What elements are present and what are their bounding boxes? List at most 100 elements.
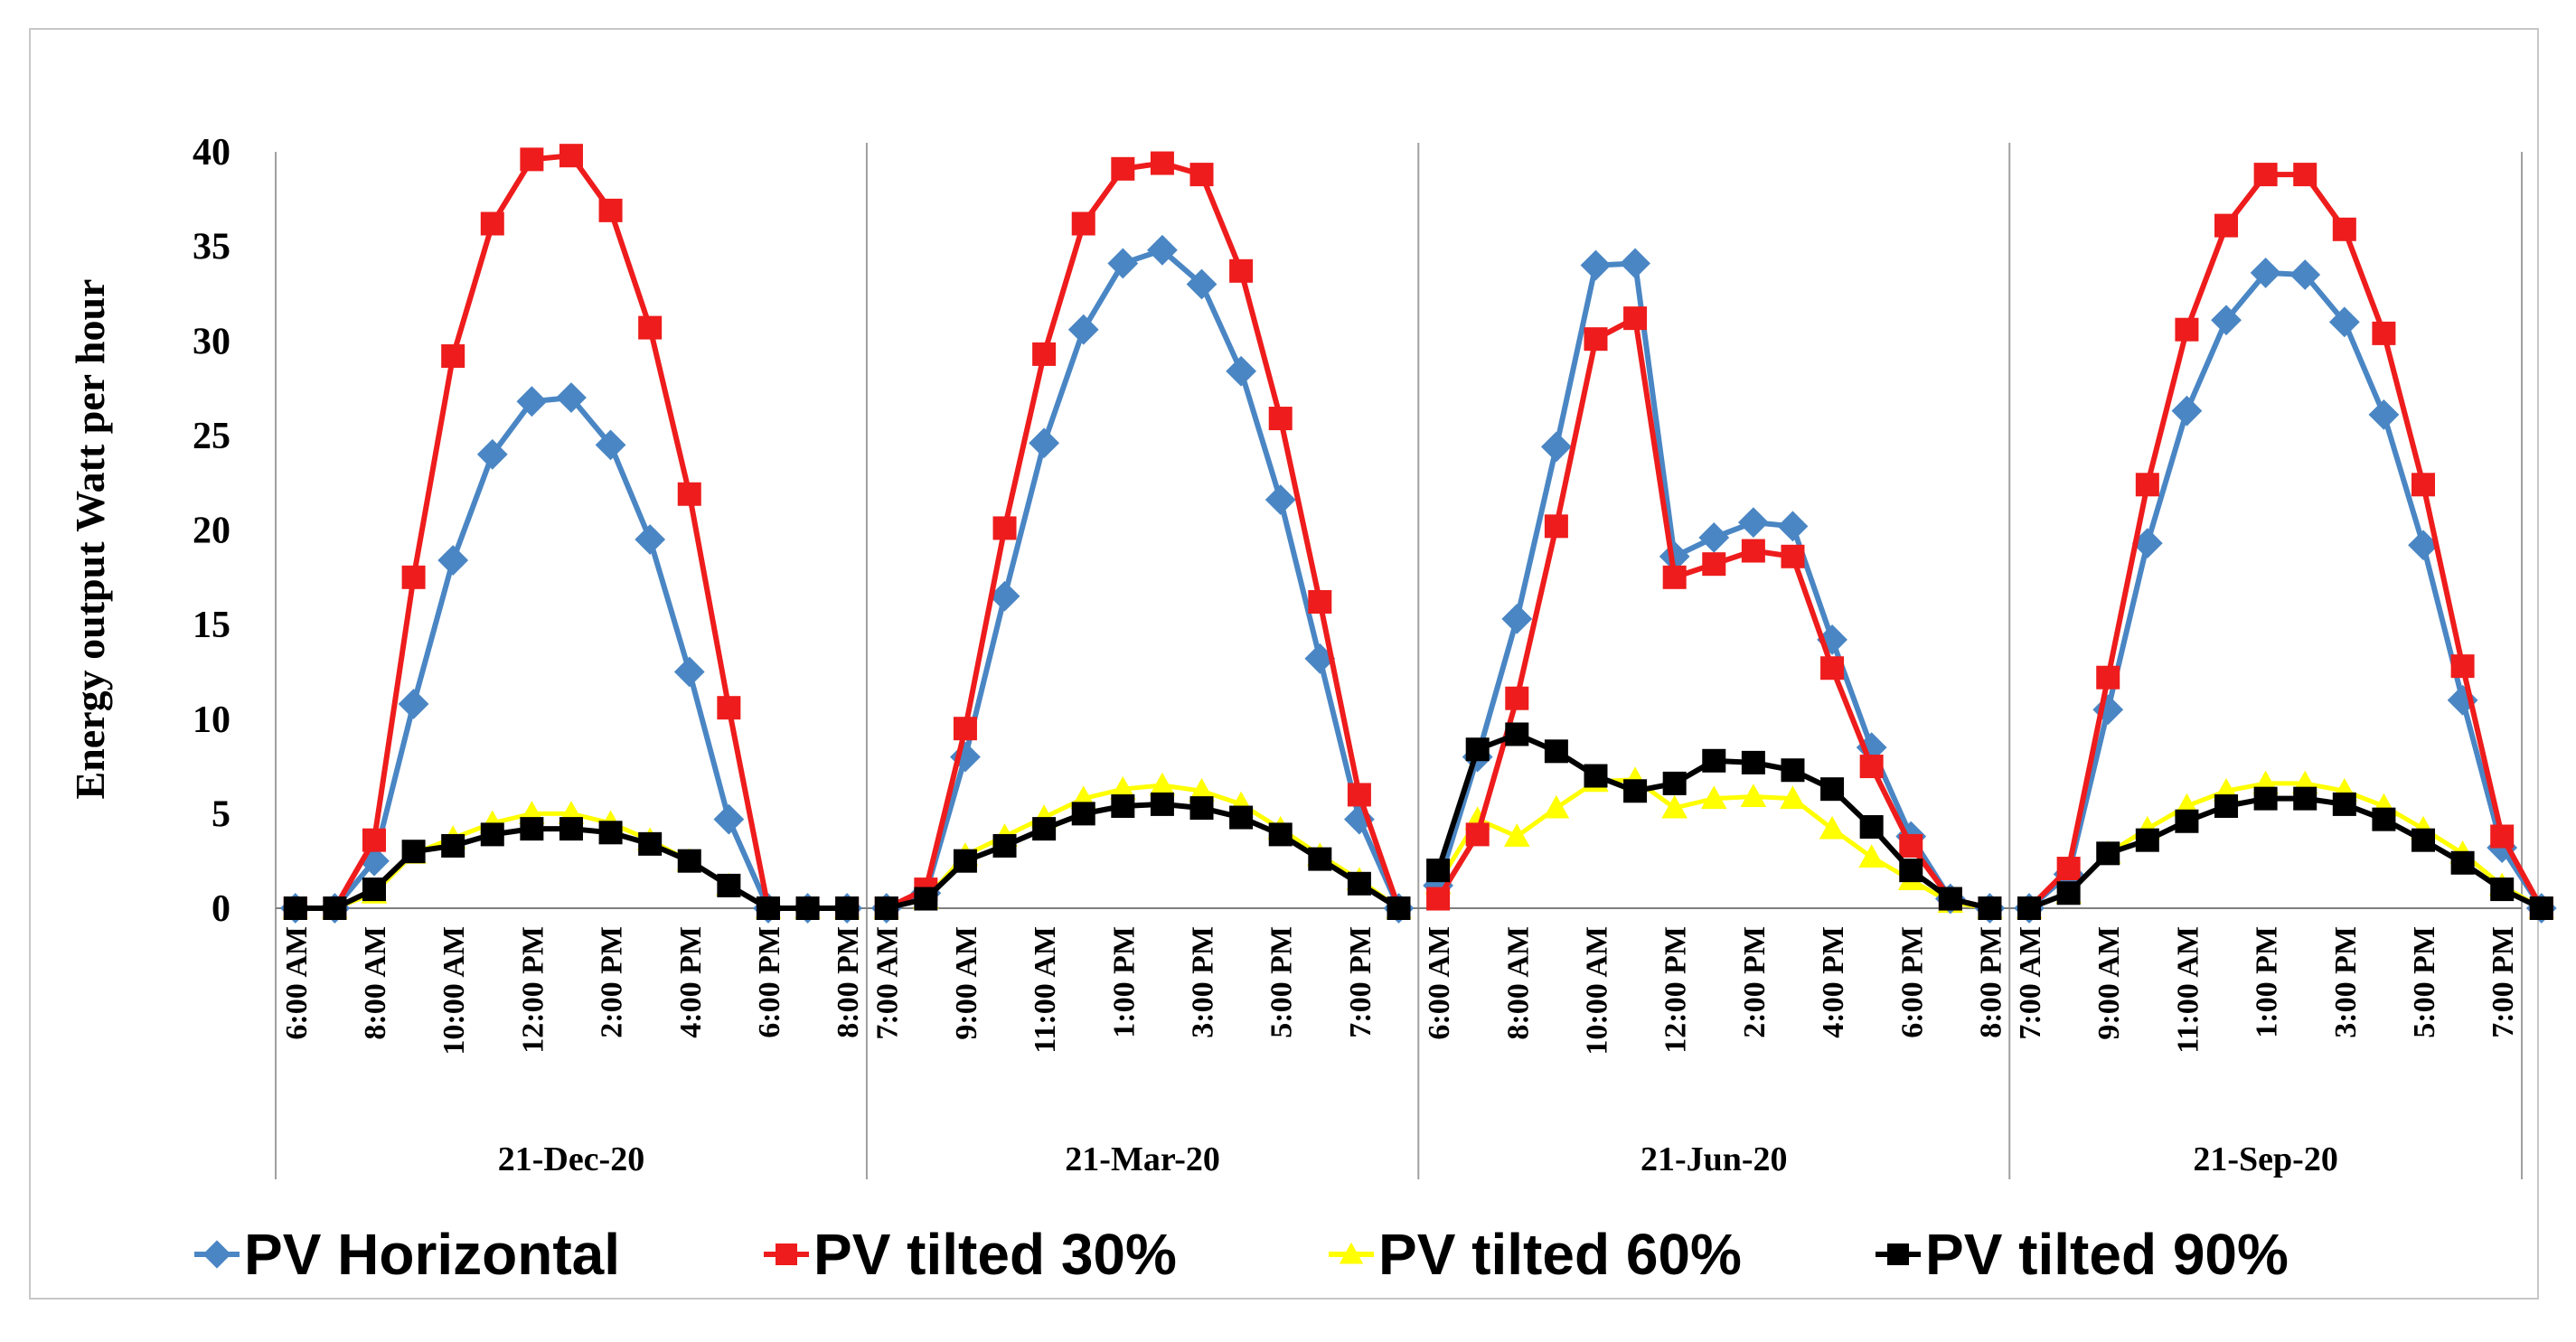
data-point-pv-tilted-30 (1820, 656, 1845, 680)
data-point-pv-tilted-90 (953, 849, 977, 873)
data-point-pv-tilted-90 (1032, 817, 1057, 841)
data-point-pv-tilted-30 (1268, 407, 1293, 431)
legend-marker-pv-tilted-60 (1339, 1242, 1364, 1264)
data-point-pv-tilted-90 (401, 840, 426, 864)
x-tick-label: 6:00 PM (1895, 926, 1929, 1038)
x-tick-label: 12:00 PM (1659, 926, 1693, 1054)
data-point-pv-horizontal (595, 429, 626, 461)
data-point-pv-horizontal (1264, 484, 1296, 515)
data-point-pv-tilted-30 (1229, 258, 1254, 283)
data-point-pv-tilted-90 (1465, 737, 1490, 762)
y-tick-label: 20 (193, 511, 230, 552)
x-tick-label: 9:00 AM (950, 926, 983, 1040)
data-point-pv-tilted-60 (1110, 775, 1136, 800)
chart-frame (29, 28, 2539, 1300)
x-tick-label: 6:00 PM (753, 926, 786, 1038)
data-point-pv-tilted-30 (1347, 783, 1371, 807)
legend-marker-pv-horizontal (202, 1240, 231, 1269)
data-point-pv-horizontal (1817, 624, 1847, 655)
data-point-pv-tilted-30 (1899, 833, 1923, 858)
legend-label-pv-tilted-90: PV tilted 90% (1925, 1222, 2289, 1287)
data-point-pv-tilted-90 (323, 896, 347, 920)
data-point-pv-horizontal (1659, 540, 1690, 572)
data-point-pv-horizontal (398, 689, 429, 719)
data-point-pv-horizontal (1186, 268, 1217, 300)
data-point-pv-horizontal (2211, 305, 2242, 336)
x-tick-label: 10:00 AM (1580, 926, 1613, 1056)
data-point-pv-horizontal (1501, 603, 1533, 634)
data-point-pv-horizontal (989, 580, 1020, 612)
data-point-pv-horizontal (1620, 248, 1650, 279)
data-point-pv-tilted-30 (1308, 590, 1332, 615)
x-tick-label: 6:00 AM (280, 926, 314, 1040)
y-tick-label: 30 (193, 321, 230, 362)
data-point-pv-tilted-30 (559, 144, 583, 168)
data-point-pv-tilted-90 (362, 877, 386, 902)
data-point-pv-tilted-90 (520, 817, 544, 841)
x-tick-label: 8:00 AM (359, 926, 392, 1040)
data-point-pv-horizontal (1067, 314, 1099, 345)
data-point-pv-tilted-30 (1623, 306, 1648, 331)
data-point-pv-tilted-90 (1859, 815, 1884, 840)
data-point-pv-tilted-90 (1584, 764, 1608, 788)
x-tick-label: 10:00 AM (437, 926, 471, 1056)
data-point-pv-tilted-60 (1503, 823, 1530, 847)
data-point-pv-tilted-90 (2096, 841, 2120, 866)
legend-label-pv-tilted-30: PV tilted 30% (813, 1222, 1177, 1287)
x-tick-label: 4:00 PM (1817, 926, 1850, 1038)
data-point-pv-tilted-90 (1702, 748, 1726, 773)
data-point-pv-tilted-30 (2372, 321, 2396, 345)
data-point-pv-tilted-90 (480, 822, 504, 847)
data-point-pv-horizontal (1304, 643, 1336, 674)
y-axis-label: Energy output Watt per hour (67, 279, 113, 800)
data-point-pv-tilted-90 (1623, 779, 1648, 803)
data-point-pv-tilted-90 (1978, 896, 2002, 920)
data-point-pv-tilted-90 (1308, 847, 1332, 871)
data-point-pv-tilted-30 (953, 717, 977, 741)
data-point-pv-tilted-90 (2175, 809, 2199, 833)
data-point-pv-tilted-30 (1426, 887, 1451, 911)
data-point-pv-horizontal (2250, 258, 2281, 288)
legend-marker-pv-tilted-30 (776, 1243, 797, 1265)
y-tick-label: 10 (193, 699, 230, 741)
data-point-pv-tilted-60 (1189, 777, 1215, 802)
data-point-pv-tilted-90 (1189, 796, 1214, 821)
group-label: 21-Mar-20 (1065, 1140, 1220, 1178)
data-point-pv-tilted-90 (795, 896, 820, 920)
data-point-pv-tilted-30 (677, 482, 701, 506)
data-point-pv-tilted-90 (2332, 792, 2356, 816)
data-point-pv-tilted-90 (1347, 871, 1371, 896)
data-point-pv-tilted-90 (1899, 859, 1923, 883)
data-point-pv-tilted-30 (2135, 473, 2159, 497)
data-point-pv-tilted-90 (1741, 750, 1765, 774)
data-point-pv-tilted-90 (992, 833, 1017, 858)
data-point-pv-tilted-30 (2450, 654, 2475, 679)
data-point-pv-tilted-30 (480, 211, 504, 236)
data-point-pv-horizontal (1029, 427, 1060, 459)
data-point-pv-tilted-30 (1702, 552, 1726, 577)
x-tick-label: 3:00 PM (1187, 926, 1220, 1038)
x-tick-label: 1:00 PM (1107, 926, 1141, 1038)
data-point-pv-tilted-30 (1032, 342, 1057, 366)
group-label: 21-Jun-20 (1641, 1140, 1788, 1178)
data-point-pv-horizontal (2171, 395, 2203, 427)
data-point-pv-tilted-90 (2490, 877, 2515, 902)
data-point-pv-tilted-90 (2411, 828, 2436, 852)
data-point-pv-tilted-30 (520, 147, 544, 172)
x-tick-label: 7:00 AM (871, 926, 905, 1040)
data-point-pv-tilted-30 (1150, 151, 1174, 175)
x-tick-label: 8:00 AM (1501, 926, 1535, 1040)
data-point-pv-tilted-90 (874, 896, 898, 920)
data-point-pv-horizontal (2289, 259, 2321, 290)
data-point-pv-tilted-60 (1661, 794, 1688, 819)
data-point-pv-tilted-90 (1938, 887, 1962, 911)
data-point-pv-tilted-30 (992, 516, 1017, 540)
data-point-pv-horizontal (2447, 684, 2478, 716)
y-tick-label: 5 (212, 793, 230, 835)
data-point-pv-horizontal (476, 438, 508, 470)
legend-marker-pv-tilted-90 (1887, 1243, 1909, 1265)
data-point-pv-tilted-90 (717, 873, 741, 897)
data-point-pv-tilted-90 (1505, 722, 1529, 746)
